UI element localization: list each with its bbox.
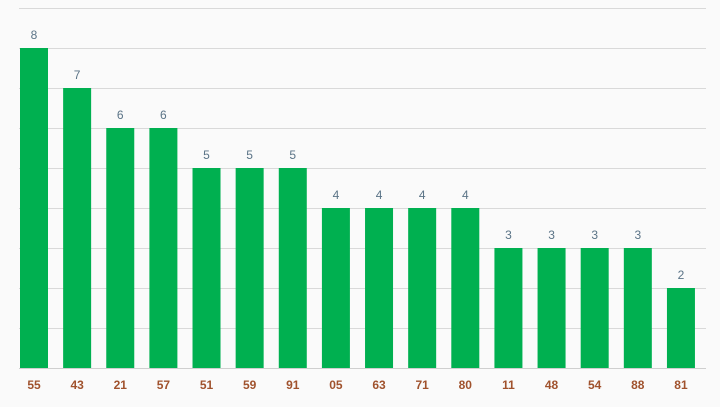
bars — [20, 48, 695, 368]
value-label-55: 8 — [31, 28, 38, 42]
x-tick-label-59: 59 — [243, 378, 257, 392]
value-labels: 8 7 6 6 5 5 5 4 4 4 4 3 3 3 3 2 — [31, 28, 685, 282]
bar-59 — [235, 168, 264, 368]
value-label-21: 6 — [117, 108, 124, 122]
x-tick-label-43: 43 — [70, 378, 84, 392]
x-tick-label-54: 54 — [588, 378, 602, 392]
bar-55 — [20, 48, 48, 368]
value-label-51: 5 — [203, 148, 210, 162]
x-tick-label-48: 48 — [545, 378, 559, 392]
x-tick-label-51: 51 — [200, 378, 214, 392]
value-label-81: 2 — [678, 268, 685, 282]
value-label-91: 5 — [289, 148, 296, 162]
x-tick-label-21: 21 — [114, 378, 128, 392]
bar-57 — [149, 128, 178, 368]
x-tick-label-91: 91 — [286, 378, 300, 392]
bar-43 — [63, 88, 92, 368]
x-tick-label-81: 81 — [674, 378, 688, 392]
value-label-71: 4 — [419, 188, 426, 202]
value-label-43: 7 — [74, 68, 81, 82]
value-label-11: 3 — [505, 228, 512, 242]
bar-88 — [623, 248, 652, 368]
bar-05 — [321, 208, 350, 368]
x-tick-label-71: 71 — [415, 378, 429, 392]
bar-80 — [451, 208, 480, 368]
x-tick-label-63: 63 — [372, 378, 386, 392]
value-label-54: 3 — [591, 228, 598, 242]
x-axis-ticks: 55 43 21 57 51 59 91 05 63 71 80 11 48 54 88 81 — [27, 378, 688, 392]
bar-71 — [408, 208, 437, 368]
x-tick-label-05: 05 — [329, 378, 343, 392]
bar-48 — [537, 248, 566, 368]
bar-91 — [278, 168, 307, 368]
value-label-63: 4 — [376, 188, 383, 202]
value-label-59: 5 — [246, 148, 253, 162]
x-tick-label-57: 57 — [157, 378, 171, 392]
value-label-05: 4 — [333, 188, 340, 202]
x-tick-label-11: 11 — [502, 378, 515, 392]
bar-54 — [580, 248, 609, 368]
value-label-80: 4 — [462, 188, 469, 202]
x-tick-label-88: 88 — [631, 378, 645, 392]
value-label-48: 3 — [548, 228, 555, 242]
bar-51 — [192, 168, 221, 368]
x-tick-label-55: 55 — [27, 378, 41, 392]
bar-21 — [106, 128, 135, 368]
value-label-88: 3 — [634, 228, 641, 242]
bar-11 — [494, 248, 523, 368]
x-tick-label-80: 80 — [459, 378, 473, 392]
bar-63 — [365, 208, 394, 368]
bar-81 — [666, 288, 695, 368]
value-label-57: 6 — [160, 108, 167, 122]
